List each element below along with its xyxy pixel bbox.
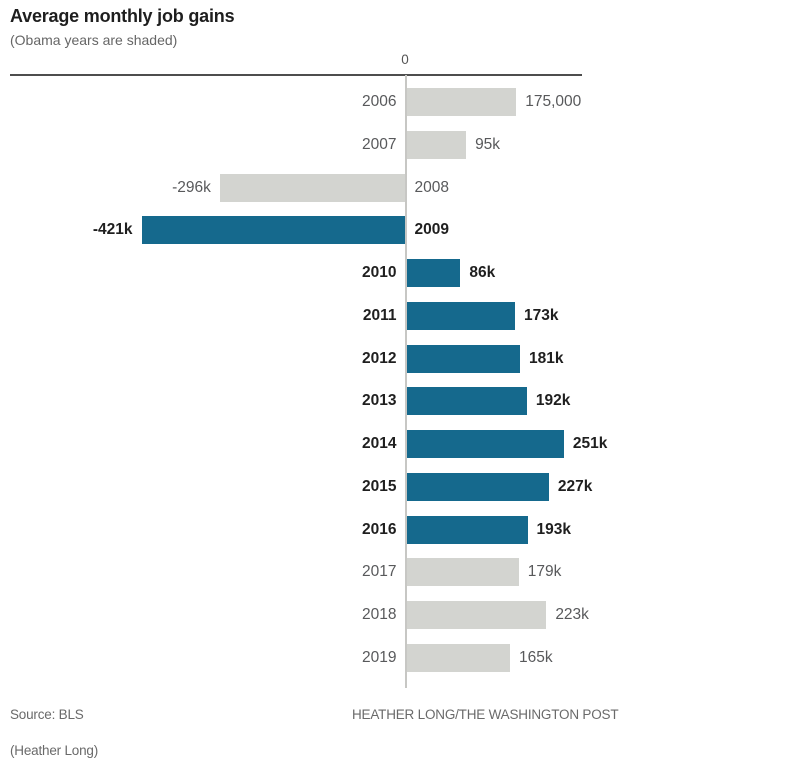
year-label-2019: 2019 <box>362 649 397 666</box>
year-label-2006: 2006 <box>362 93 397 110</box>
caption-note: (Heather Long) <box>10 743 99 758</box>
year-label-2015: 2015 <box>362 477 397 495</box>
value-label-2007: 95k <box>475 135 501 153</box>
top-axis-line <box>10 74 582 76</box>
year-label-2014: 2014 <box>362 435 397 453</box>
bar-2013 <box>406 387 527 416</box>
value-label-2011: 173k <box>523 306 559 324</box>
source-note: Source: BLS <box>10 707 84 722</box>
year-label-2007: 2007 <box>362 135 397 153</box>
value-label-2015: 227k <box>557 477 593 495</box>
bar-2015 <box>406 472 549 501</box>
value-label-2009: -421k <box>92 221 133 239</box>
year-label-2013: 2013 <box>362 392 397 410</box>
value-label-2012: 181k <box>528 349 564 367</box>
year-label-2011: 2011 <box>362 306 397 324</box>
zero-tick-label: 0 <box>401 52 409 67</box>
value-label-2017: 179k <box>527 563 562 581</box>
bar-2014 <box>406 430 564 459</box>
value-label-2010: 86k <box>469 264 496 282</box>
chart-title: Average monthly job gains <box>10 6 235 26</box>
year-label-2016: 2016 <box>362 520 397 538</box>
value-label-2018: 223k <box>555 606 589 624</box>
value-label-2013: 192k <box>535 392 571 410</box>
year-label-2009: 2009 <box>414 221 449 239</box>
bar-2016 <box>406 515 528 544</box>
value-label-2019: 165k <box>518 649 553 666</box>
bar-2007 <box>406 130 467 159</box>
chart-subtitle: (Obama years are shaded) <box>10 32 178 48</box>
year-label-2012: 2012 <box>362 349 397 367</box>
year-label-2018: 2018 <box>362 606 397 624</box>
year-label-2008: 2008 <box>414 178 449 196</box>
bar-2006 <box>406 88 517 116</box>
year-label-2010: 2010 <box>362 264 397 282</box>
value-label-2014: 251k <box>572 435 608 453</box>
bar-2009 <box>141 216 406 245</box>
bar-2017 <box>406 558 519 587</box>
bar-2018 <box>406 601 547 630</box>
value-label-2016: 193k <box>536 520 571 538</box>
byline-credit: HEATHER LONG/THE WASHINGTON POST <box>352 707 619 722</box>
bar-2019 <box>406 644 510 672</box>
value-label-2006: 175,000 <box>525 93 582 110</box>
value-label-2008: -296k <box>172 178 211 196</box>
bar-2008 <box>219 173 406 202</box>
bar-2012 <box>406 344 520 373</box>
bar-2011 <box>406 301 515 330</box>
year-label-2017: 2017 <box>362 563 397 581</box>
zero-axis-line <box>404 75 407 688</box>
bar-2010 <box>406 259 461 288</box>
